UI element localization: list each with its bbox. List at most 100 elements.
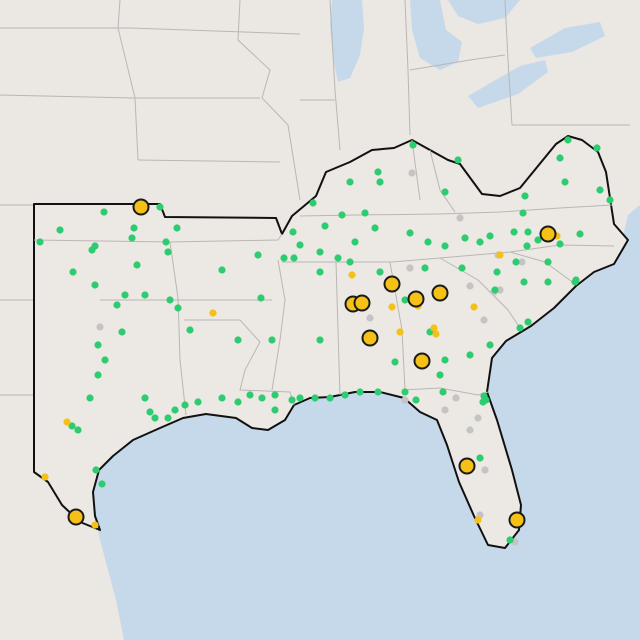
green-location-marker[interactable]	[91, 281, 99, 289]
green-location-marker[interactable]	[181, 401, 189, 409]
green-location-marker[interactable]	[436, 371, 444, 379]
green-location-marker[interactable]	[166, 296, 174, 304]
green-location-marker[interactable]	[479, 398, 487, 406]
green-location-marker[interactable]	[146, 408, 154, 416]
green-location-marker[interactable]	[246, 391, 254, 399]
green-location-marker[interactable]	[101, 356, 109, 364]
green-location-marker[interactable]	[510, 228, 518, 236]
green-location-marker[interactable]	[391, 358, 399, 366]
green-location-marker[interactable]	[512, 258, 520, 266]
green-location-marker[interactable]	[186, 326, 194, 334]
green-location-marker[interactable]	[280, 254, 288, 262]
green-location-marker[interactable]	[476, 238, 484, 246]
large-yellow-location-marker[interactable]	[458, 457, 476, 475]
green-location-marker[interactable]	[164, 248, 172, 256]
green-location-marker[interactable]	[94, 341, 102, 349]
green-location-marker[interactable]	[234, 336, 242, 344]
gray-location-marker[interactable]	[452, 394, 460, 402]
green-location-marker[interactable]	[466, 351, 474, 359]
green-location-marker[interactable]	[100, 208, 108, 216]
green-location-marker[interactable]	[171, 406, 179, 414]
large-yellow-location-marker[interactable]	[353, 294, 371, 312]
green-location-marker[interactable]	[476, 454, 484, 462]
yellow-location-marker[interactable]	[396, 328, 404, 336]
green-location-marker[interactable]	[441, 242, 449, 250]
gray-location-marker[interactable]	[441, 406, 449, 414]
green-location-marker[interactable]	[351, 238, 359, 246]
green-location-marker[interactable]	[74, 426, 82, 434]
green-location-marker[interactable]	[316, 248, 324, 256]
yellow-location-marker[interactable]	[348, 271, 356, 279]
green-location-marker[interactable]	[254, 251, 262, 259]
green-location-marker[interactable]	[258, 394, 266, 402]
green-location-marker[interactable]	[544, 278, 552, 286]
green-location-marker[interactable]	[118, 328, 126, 336]
green-location-marker[interactable]	[36, 238, 44, 246]
green-location-marker[interactable]	[439, 388, 447, 396]
green-location-marker[interactable]	[316, 268, 324, 276]
yellow-location-marker[interactable]	[388, 303, 396, 311]
green-location-marker[interactable]	[311, 394, 319, 402]
gray-location-marker[interactable]	[96, 323, 104, 331]
green-location-marker[interactable]	[218, 266, 226, 274]
green-location-marker[interactable]	[113, 301, 121, 309]
green-location-marker[interactable]	[401, 388, 409, 396]
green-location-marker[interactable]	[271, 406, 279, 414]
green-location-marker[interactable]	[524, 318, 532, 326]
yellow-location-marker[interactable]	[432, 330, 440, 338]
gray-location-marker[interactable]	[496, 286, 504, 294]
green-location-marker[interactable]	[412, 396, 420, 404]
green-location-marker[interactable]	[68, 422, 76, 430]
gray-location-marker[interactable]	[474, 414, 482, 422]
green-location-marker[interactable]	[480, 392, 488, 400]
green-location-marker[interactable]	[194, 398, 202, 406]
yellow-location-marker[interactable]	[63, 418, 71, 426]
large-yellow-location-marker[interactable]	[67, 508, 85, 526]
green-location-marker[interactable]	[326, 394, 334, 402]
green-location-marker[interactable]	[406, 229, 414, 237]
green-location-marker[interactable]	[544, 258, 552, 266]
green-location-marker[interactable]	[290, 254, 298, 262]
green-location-marker[interactable]	[516, 324, 524, 332]
green-location-marker[interactable]	[454, 156, 462, 164]
green-location-marker[interactable]	[309, 199, 317, 207]
yellow-location-marker[interactable]	[91, 521, 99, 529]
green-location-marker[interactable]	[356, 388, 364, 396]
green-location-marker[interactable]	[121, 291, 129, 299]
green-location-marker[interactable]	[316, 336, 324, 344]
large-yellow-location-marker[interactable]	[361, 329, 379, 347]
green-location-marker[interactable]	[289, 228, 297, 236]
yellow-location-marker[interactable]	[209, 309, 217, 317]
green-location-marker[interactable]	[421, 264, 429, 272]
gray-location-marker[interactable]	[518, 258, 526, 266]
green-location-marker[interactable]	[376, 178, 384, 186]
yellow-location-marker[interactable]	[496, 251, 504, 259]
green-location-marker[interactable]	[519, 209, 527, 217]
green-location-marker[interactable]	[92, 466, 100, 474]
green-location-marker[interactable]	[174, 304, 182, 312]
green-location-marker[interactable]	[361, 209, 369, 217]
green-location-marker[interactable]	[572, 276, 580, 284]
green-location-marker[interactable]	[424, 238, 432, 246]
green-location-marker[interactable]	[151, 414, 159, 422]
green-location-marker[interactable]	[156, 203, 164, 211]
green-location-marker[interactable]	[523, 242, 531, 250]
green-location-marker[interactable]	[374, 388, 382, 396]
gray-location-marker[interactable]	[406, 264, 414, 272]
green-location-marker[interactable]	[486, 341, 494, 349]
green-location-marker[interactable]	[441, 356, 449, 364]
green-location-marker[interactable]	[86, 394, 94, 402]
green-location-marker[interactable]	[162, 238, 170, 246]
green-location-marker[interactable]	[371, 224, 379, 232]
green-location-marker[interactable]	[461, 234, 469, 242]
green-location-marker[interactable]	[296, 241, 304, 249]
green-location-marker[interactable]	[141, 394, 149, 402]
green-location-marker[interactable]	[271, 391, 279, 399]
green-location-marker[interactable]	[128, 234, 136, 242]
large-yellow-location-marker[interactable]	[407, 290, 425, 308]
green-location-marker[interactable]	[98, 480, 106, 488]
green-location-marker[interactable]	[534, 236, 542, 244]
green-location-marker[interactable]	[88, 246, 96, 254]
green-location-marker[interactable]	[69, 268, 77, 276]
green-location-marker[interactable]	[556, 154, 564, 162]
